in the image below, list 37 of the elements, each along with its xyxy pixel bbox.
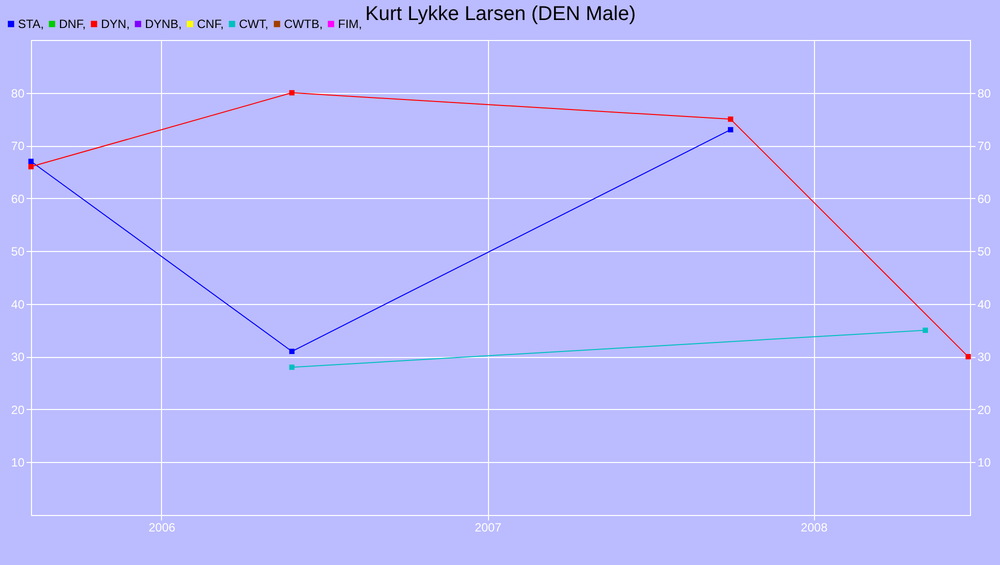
y2-tick-label: 20	[978, 402, 992, 417]
x-tick-label: 2008	[800, 520, 828, 534]
legend-label: DNF,	[59, 17, 86, 31]
y-tick-label: 70	[11, 139, 25, 154]
y2-tick-label: 70	[978, 139, 992, 154]
x-tick-label: 2007	[474, 520, 502, 534]
legend-label: CWT,	[239, 17, 268, 31]
legend-label: DYNB,	[145, 17, 182, 31]
point	[289, 348, 295, 354]
y-tick-label: 30	[11, 350, 25, 364]
y-tick-label: 50	[11, 244, 25, 259]
point	[28, 164, 34, 170]
legend-label: CNF,	[197, 17, 224, 31]
legend-label: STA,	[18, 17, 44, 31]
y-tick-label: 40	[11, 297, 25, 312]
y2-tick-label: 30	[978, 350, 992, 364]
y2-tick-label: 40	[978, 297, 992, 312]
chart-title: Kurt Lykke Larsen (DEN Male)	[365, 3, 636, 25]
y-tick-label: 10	[11, 456, 25, 470]
point	[922, 328, 928, 333]
y2-tick-label: 50	[978, 244, 992, 259]
point	[28, 158, 34, 164]
y2-tick-label: 10	[978, 456, 992, 470]
point	[728, 116, 734, 122]
y2-tick-label: 80	[978, 86, 992, 100]
y-tick-label: 20	[11, 402, 25, 417]
legend-label: FIM,	[338, 17, 362, 31]
point	[966, 354, 971, 360]
x-tick-label: 2006	[148, 520, 176, 534]
legend-label: DYN,	[101, 17, 130, 31]
y-tick-label: 60	[11, 192, 25, 206]
point	[728, 127, 734, 132]
legend-label: CWTB,	[284, 17, 323, 31]
y2-tick-label: 60	[978, 192, 992, 206]
point	[289, 90, 295, 96]
y-tick-label: 80	[11, 86, 25, 100]
point	[289, 364, 295, 370]
